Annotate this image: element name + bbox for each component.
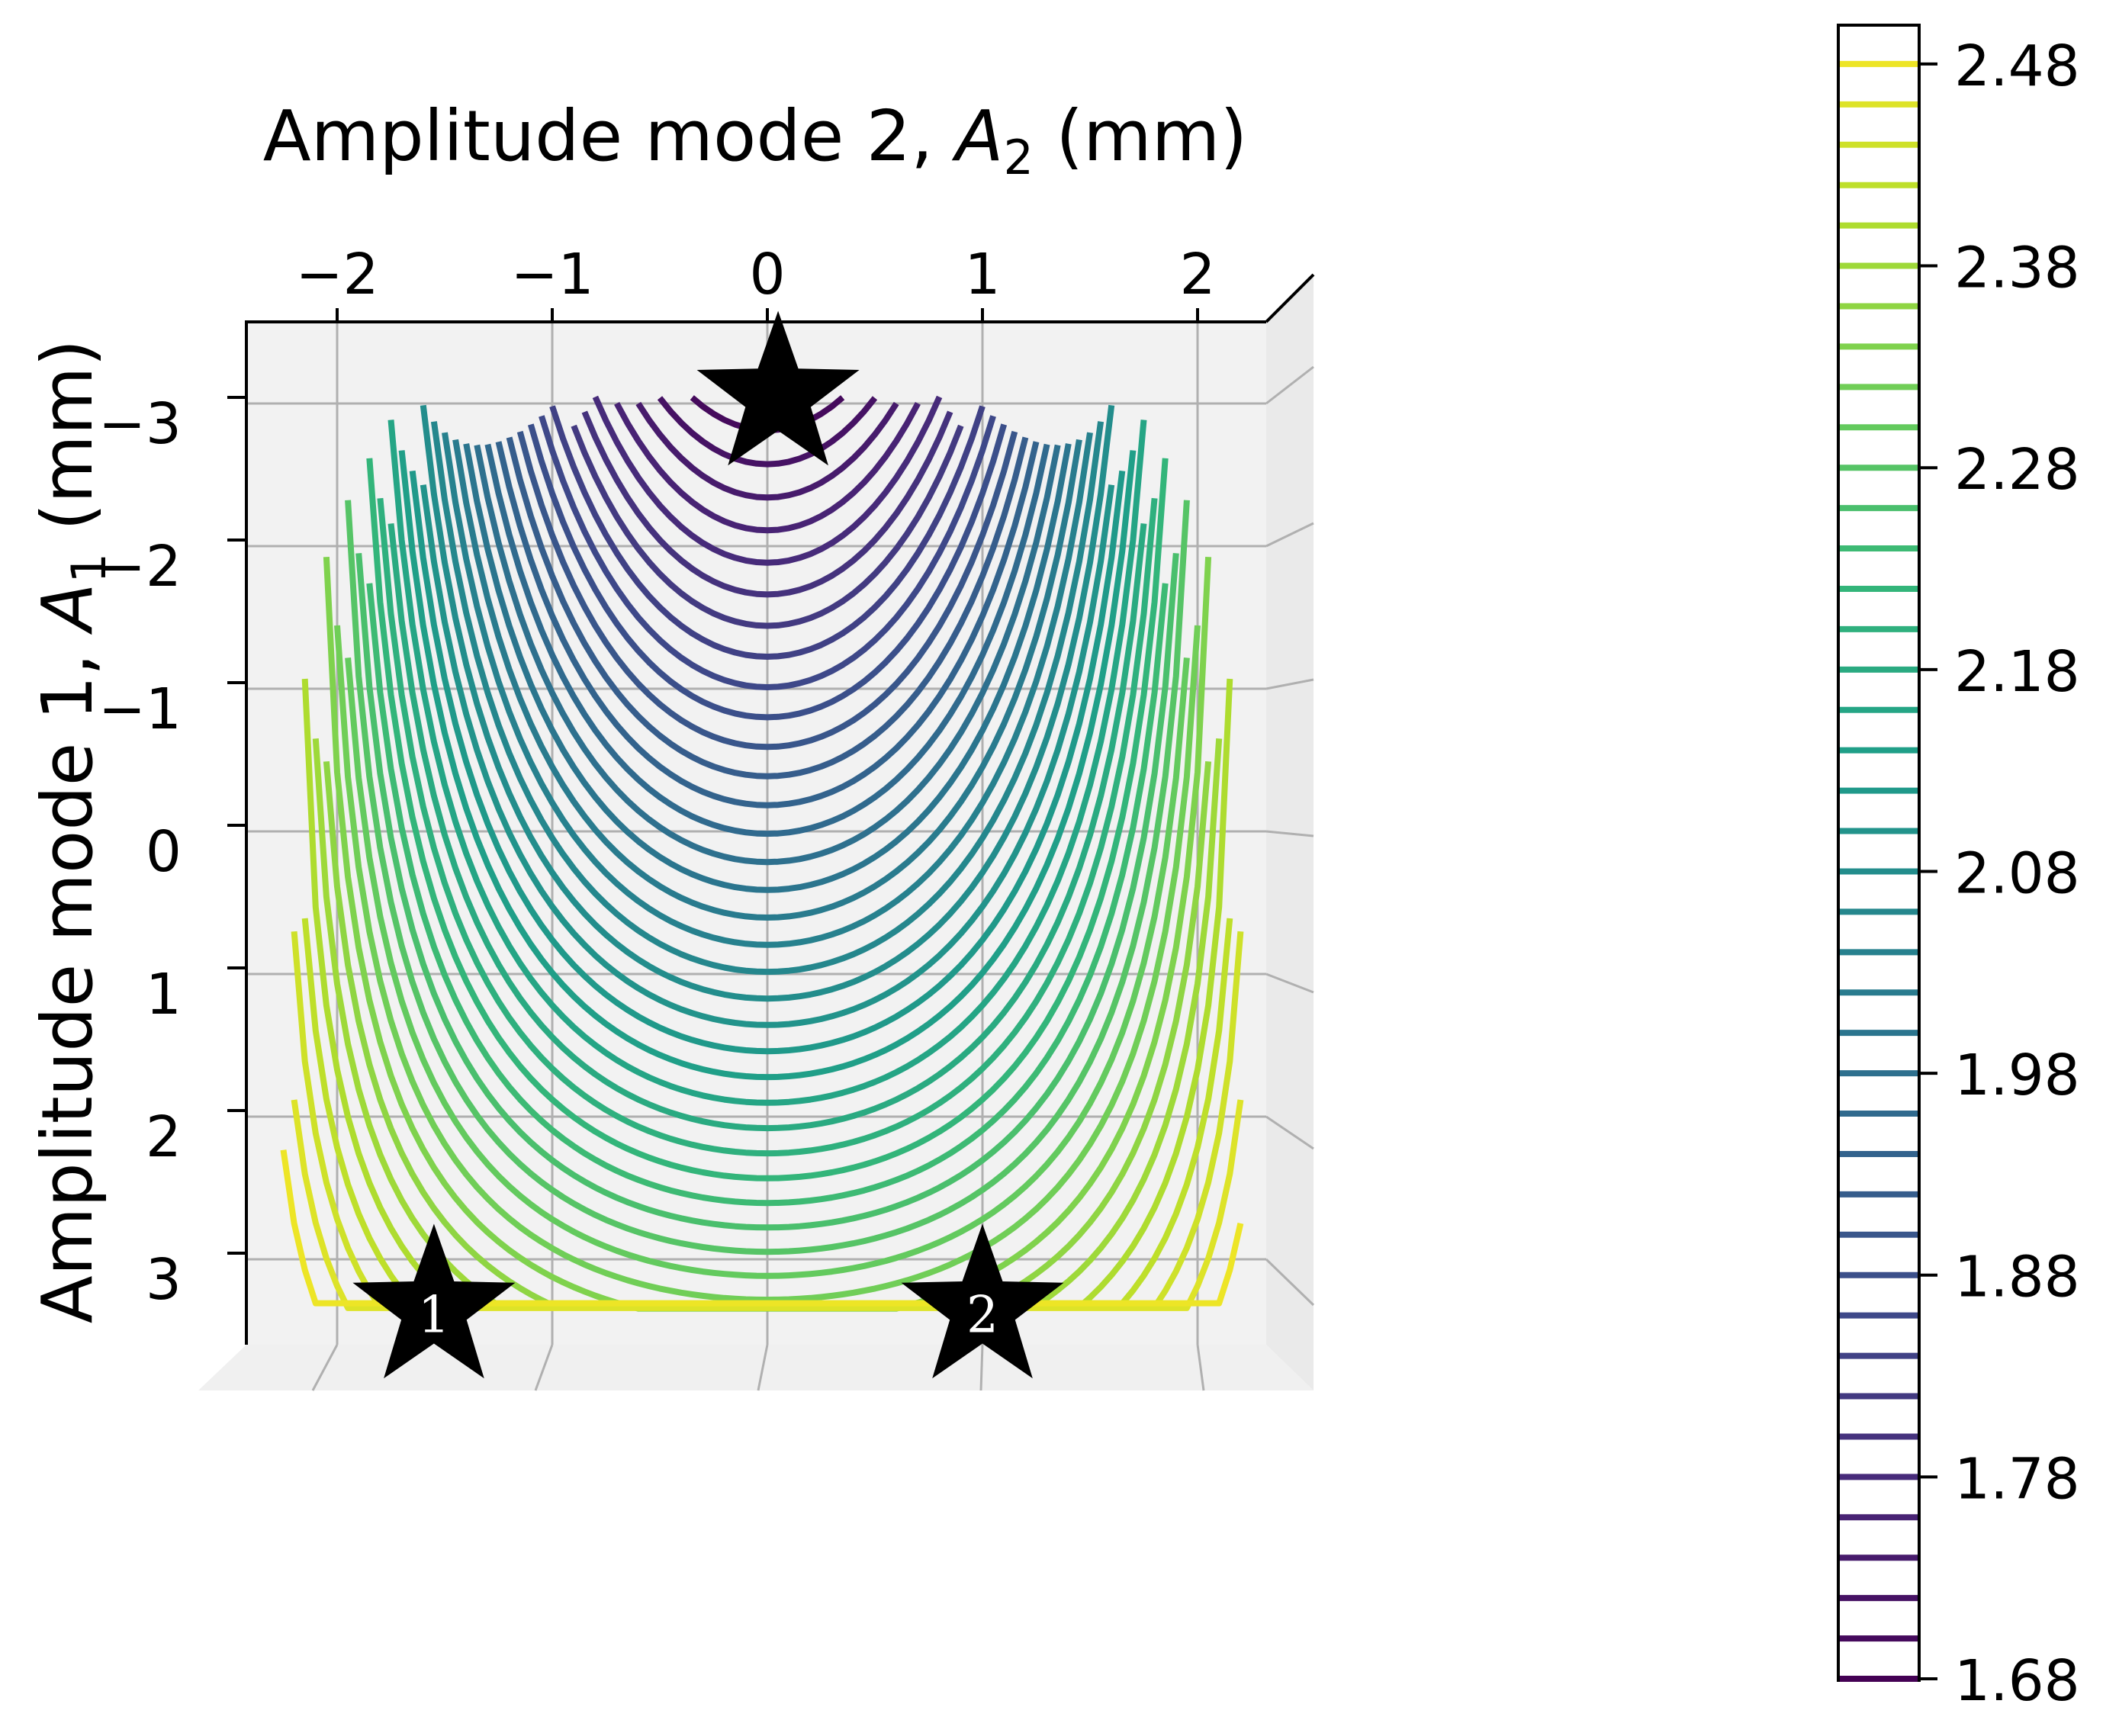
contour-line — [345, 500, 1190, 1255]
floor-grid-line — [979, 1344, 984, 1391]
side-grid-line — [1265, 522, 1314, 548]
contour-line — [409, 470, 1126, 1055]
contour-line — [581, 410, 953, 598]
colorbar: 1.68 1.78 1.88 1.98 2.08 2.18 2.28 2.38 2.48 — [1837, 24, 2080, 1714]
y-tick-label: −2 — [98, 534, 182, 600]
contour-line — [420, 404, 1115, 1002]
y-tick-label: 2 — [146, 1104, 182, 1170]
contour-line — [387, 522, 1147, 1132]
contour-line — [377, 497, 1158, 1157]
contour-line — [516, 430, 1018, 751]
y-axis-label-sub: 1 — [61, 553, 117, 583]
frame-corner-edge — [1265, 273, 1315, 323]
contour-line — [280, 1149, 1244, 1307]
contour-line — [430, 421, 1105, 976]
contour-line — [387, 420, 1147, 1106]
contour-line — [334, 625, 1201, 1303]
colorbar-tick-label: 1.68 — [1954, 1648, 2080, 1714]
star-marker-point-1 — [352, 1223, 516, 1379]
side-grid-line — [1265, 1115, 1314, 1150]
plot-frame — [245, 320, 1266, 1345]
floor-pane — [198, 1345, 1314, 1390]
colorbar-tick-label: 2.28 — [1954, 437, 2080, 503]
x-axis-ticks: −2 −1 0 1 2 — [295, 242, 1216, 322]
colorbar-tick-label: 1.98 — [1954, 1043, 2080, 1108]
colorbar-tick-label: 2.48 — [1954, 34, 2080, 99]
y-axis-label-unit: (mm) — [27, 339, 108, 553]
side-grid-line — [1265, 1258, 1315, 1307]
contour-line — [398, 450, 1137, 1081]
x-axis-label-text: Amplitude mode 2, — [263, 95, 956, 177]
contour-line — [345, 657, 1190, 1279]
contour-line — [366, 458, 1169, 1181]
contour-line — [549, 405, 986, 660]
floor-grid-line — [757, 1344, 769, 1391]
colorbar-tick-label: 1.88 — [1954, 1245, 2080, 1310]
contour-lines — [280, 395, 1244, 1312]
contour-line — [452, 439, 1082, 921]
contour-line — [495, 441, 1040, 809]
contour-line — [527, 423, 1008, 721]
y-axis-label-var: A — [27, 583, 108, 635]
contour-line — [366, 583, 1169, 1207]
y-tick-label: −1 — [98, 677, 182, 742]
star-marker-label: 2 — [966, 1285, 998, 1344]
contour-line — [442, 432, 1093, 948]
contour-line — [355, 552, 1179, 1231]
star-marker-optimum — [696, 310, 860, 466]
x-axis-label-unit: (mm) — [1034, 95, 1247, 177]
contour-line — [571, 424, 964, 629]
floor-grid-line — [1196, 1344, 1205, 1391]
x-tick-label: −2 — [295, 242, 378, 307]
x-axis-label: Amplitude mode 2, A2 (mm) — [263, 95, 1248, 185]
x-tick-label: 1 — [964, 242, 1000, 307]
side-grid-line — [1265, 365, 1314, 405]
contour-line — [484, 443, 1050, 837]
contour-line — [463, 443, 1072, 893]
y-tick-label: 1 — [146, 962, 182, 1027]
colorbar-ticks: 1.68 1.78 1.88 1.98 2.08 2.18 2.28 2.38 2.48 — [1919, 34, 2080, 1714]
colorbar-tick-label: 2.38 — [1954, 236, 2080, 301]
contour-line — [614, 401, 921, 534]
x-tick-label: 0 — [749, 242, 785, 307]
x-tick-label: −1 — [510, 242, 593, 307]
star-marker-label: 1 — [418, 1285, 450, 1344]
y-axis-label-text: Amplitude mode 1, — [27, 631, 108, 1323]
contour-line — [420, 484, 1115, 1028]
colorbar-level-lines — [1840, 60, 1918, 1682]
contour-line — [291, 1099, 1244, 1311]
colorbar-frame — [1837, 24, 1921, 1682]
contour-line — [592, 395, 943, 566]
y-axis-label: Amplitude mode 1, A1 (mm) — [27, 339, 117, 1324]
contour-line — [506, 436, 1029, 780]
colorbar-tick-label: 1.78 — [1954, 1446, 2080, 1512]
y-tick-label: 3 — [146, 1247, 182, 1313]
y-tick-label: 0 — [146, 819, 182, 885]
y-axis-ticks: −3 −2 −1 0 1 2 3 — [98, 391, 246, 1313]
contour-line — [635, 401, 899, 501]
x-tick-label: 2 — [1179, 242, 1215, 307]
side-grid-line — [1265, 830, 1314, 837]
x-axis-label-sub: 2 — [1004, 130, 1034, 185]
x-axis-label-var: A — [952, 95, 1004, 177]
colorbar-tick-label: 2.18 — [1954, 639, 2080, 705]
colorbar-tick-label: 2.08 — [1954, 841, 2080, 906]
y-tick-label: −3 — [98, 391, 182, 457]
contour-line — [657, 396, 878, 468]
floor-grid-line — [534, 1344, 554, 1391]
contour-line — [539, 415, 996, 690]
side-grid-line — [1265, 972, 1314, 994]
floor-grid-line — [311, 1344, 339, 1391]
contour-line — [474, 444, 1061, 866]
star-marker-point-2 — [901, 1223, 1064, 1379]
side-grid-line — [1265, 678, 1314, 690]
